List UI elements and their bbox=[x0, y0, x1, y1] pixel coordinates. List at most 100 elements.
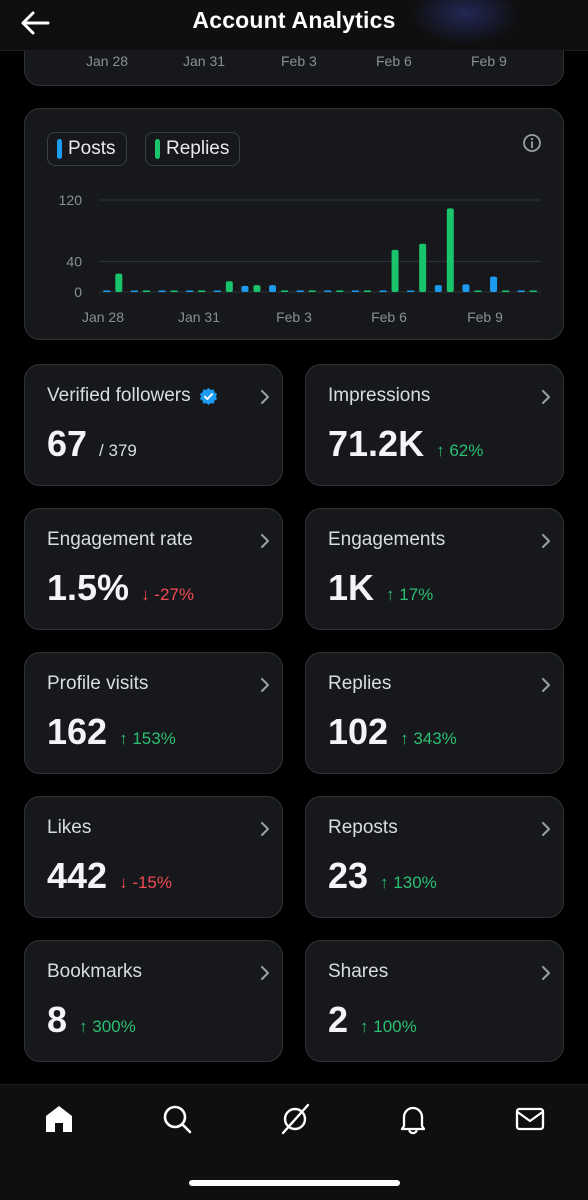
replies-bar[interactable] bbox=[502, 290, 510, 293]
metric-change-value: 62% bbox=[449, 441, 484, 460]
posts-bar[interactable] bbox=[379, 290, 387, 293]
trend-up-arrow-icon: ↑ bbox=[400, 729, 409, 748]
metric-value-row: 71.2K ↑ 62% bbox=[328, 423, 483, 465]
posts-bar[interactable] bbox=[324, 290, 332, 293]
chevron-right-icon bbox=[261, 966, 269, 980]
metric-value: 162 bbox=[47, 711, 108, 752]
metric-value-row: 442 ↓ -15% bbox=[47, 855, 172, 897]
replies-bar[interactable] bbox=[225, 281, 233, 292]
home-icon[interactable] bbox=[42, 1102, 76, 1136]
metric-title: Reposts bbox=[328, 817, 398, 839]
posts-bar[interactable] bbox=[269, 285, 277, 292]
metric-value: 442 bbox=[47, 855, 108, 896]
metric-change: ↑ 343% bbox=[400, 729, 457, 749]
metric-title-text: Profile visits bbox=[47, 673, 149, 694]
metric-title-text: Engagements bbox=[328, 529, 446, 550]
chevron-right-icon bbox=[542, 966, 550, 980]
metric-value-row: 102 ↑ 343% bbox=[328, 711, 457, 753]
posts-bar[interactable] bbox=[186, 290, 194, 293]
replies-bar[interactable] bbox=[142, 290, 150, 293]
posts-bar[interactable] bbox=[296, 290, 304, 292]
replies-bar[interactable] bbox=[115, 273, 123, 292]
metric-card-replies[interactable]: Replies 102 ↑ 343% bbox=[305, 652, 564, 774]
replies-bar[interactable] bbox=[281, 290, 289, 292]
metric-value: 1K bbox=[328, 567, 375, 608]
legend-replies-label: Replies bbox=[166, 138, 230, 159]
messages-envelope-icon[interactable] bbox=[513, 1102, 547, 1136]
metric-title-text: Engagement rate bbox=[47, 529, 193, 550]
x-axis-label: Jan 31 bbox=[183, 53, 226, 69]
posts-bar[interactable] bbox=[517, 290, 525, 293]
metric-title: Engagements bbox=[328, 529, 445, 551]
info-icon[interactable] bbox=[522, 133, 542, 153]
posts-bar[interactable] bbox=[407, 290, 415, 293]
x-axis-label: Feb 9 bbox=[471, 53, 507, 69]
notifications-bell-icon[interactable] bbox=[396, 1102, 430, 1136]
replies-bar[interactable] bbox=[391, 249, 399, 292]
metric-card-shares[interactable]: Shares 2 ↑ 100% bbox=[305, 940, 564, 1062]
search-icon[interactable] bbox=[160, 1102, 194, 1136]
metric-value-row: 67 / 379 bbox=[47, 423, 137, 465]
replies-bar[interactable] bbox=[336, 290, 344, 292]
metric-title-text: Verified followers bbox=[47, 385, 191, 406]
posts-bar[interactable] bbox=[130, 290, 138, 293]
metric-title-text: Impressions bbox=[328, 385, 431, 406]
metric-title: Verified followers bbox=[47, 385, 218, 407]
replies-bar[interactable] bbox=[419, 243, 427, 292]
metric-value: 2 bbox=[328, 999, 349, 1040]
y-tick-label: 40 bbox=[66, 253, 82, 269]
metric-change: ↑ 300% bbox=[79, 1017, 136, 1037]
posts-bar[interactable] bbox=[103, 290, 111, 293]
replies-bar[interactable] bbox=[446, 208, 454, 292]
metric-card-likes[interactable]: Likes 442 ↓ -15% bbox=[24, 796, 283, 918]
metric-card-engagements[interactable]: Engagements 1K ↑ 17% bbox=[305, 508, 564, 630]
posts-bar[interactable] bbox=[351, 290, 359, 293]
metric-card-profile-visits[interactable]: Profile visits 162 ↑ 153% bbox=[24, 652, 283, 774]
x-axis-label: Feb 3 bbox=[281, 53, 317, 69]
posts-bar[interactable] bbox=[490, 276, 498, 292]
replies-bar[interactable] bbox=[170, 290, 178, 293]
metric-title: Replies bbox=[328, 673, 391, 695]
metric-change: ↑ 153% bbox=[119, 729, 176, 749]
posts-replies-chart-card: 120 40 0 Jan 28 Jan 31 Feb 3 Feb 6 Feb 9 Posts … bbox=[24, 108, 564, 340]
x-tick-label: Jan 28 bbox=[82, 309, 124, 325]
metric-card-bookmarks[interactable]: Bookmarks 8 ↑ 300% bbox=[24, 940, 283, 1062]
replies-bar[interactable] bbox=[529, 290, 537, 293]
trend-up-arrow-icon: ↑ bbox=[436, 441, 445, 460]
posts-swatch bbox=[57, 139, 62, 159]
metric-change-value: -27% bbox=[154, 585, 194, 604]
metric-change: ↑ 100% bbox=[360, 1017, 417, 1037]
metric-card-engagement-rate[interactable]: Engagement rate 1.5% ↓ -27% bbox=[24, 508, 283, 630]
metric-change: ↓ -15% bbox=[119, 873, 172, 893]
metric-change-value: 130% bbox=[393, 873, 437, 892]
metric-value: 23 bbox=[328, 855, 369, 896]
replies-bar[interactable] bbox=[474, 290, 482, 292]
metric-value: 71.2K bbox=[328, 423, 425, 464]
metric-total: / 379 bbox=[99, 441, 137, 460]
legend-posts-label: Posts bbox=[68, 138, 116, 159]
grok-icon[interactable] bbox=[278, 1102, 312, 1136]
posts-bar[interactable] bbox=[462, 284, 470, 292]
replies-bar[interactable] bbox=[253, 285, 261, 292]
posts-bar[interactable] bbox=[213, 290, 221, 293]
replies-bar[interactable] bbox=[363, 290, 371, 292]
posts-bar[interactable] bbox=[434, 285, 442, 292]
chevron-right-icon bbox=[261, 822, 269, 836]
trend-down-arrow-icon: ↓ bbox=[119, 873, 128, 892]
metric-value: 102 bbox=[328, 711, 389, 752]
posts-bar[interactable] bbox=[158, 290, 166, 293]
x-tick-label: Jan 31 bbox=[178, 309, 220, 325]
metric-card-impressions[interactable]: Impressions 71.2K ↑ 62% bbox=[305, 364, 564, 486]
metric-change-value: 100% bbox=[373, 1017, 417, 1036]
metric-change-value: 343% bbox=[413, 729, 457, 748]
back-arrow-icon[interactable] bbox=[18, 8, 52, 38]
posts-bar[interactable] bbox=[241, 285, 249, 292]
legend-replies[interactable]: Replies bbox=[145, 132, 241, 166]
verified-badge-icon bbox=[199, 387, 217, 405]
replies-bar[interactable] bbox=[308, 290, 316, 292]
legend-posts[interactable]: Posts bbox=[47, 132, 127, 166]
metric-value-row: 2 ↑ 100% bbox=[328, 999, 417, 1041]
replies-bar[interactable] bbox=[198, 290, 206, 293]
metric-card-reposts[interactable]: Reposts 23 ↑ 130% bbox=[305, 796, 564, 918]
metric-card-verified-followers[interactable]: Verified followers 67 / 379 bbox=[24, 364, 283, 486]
